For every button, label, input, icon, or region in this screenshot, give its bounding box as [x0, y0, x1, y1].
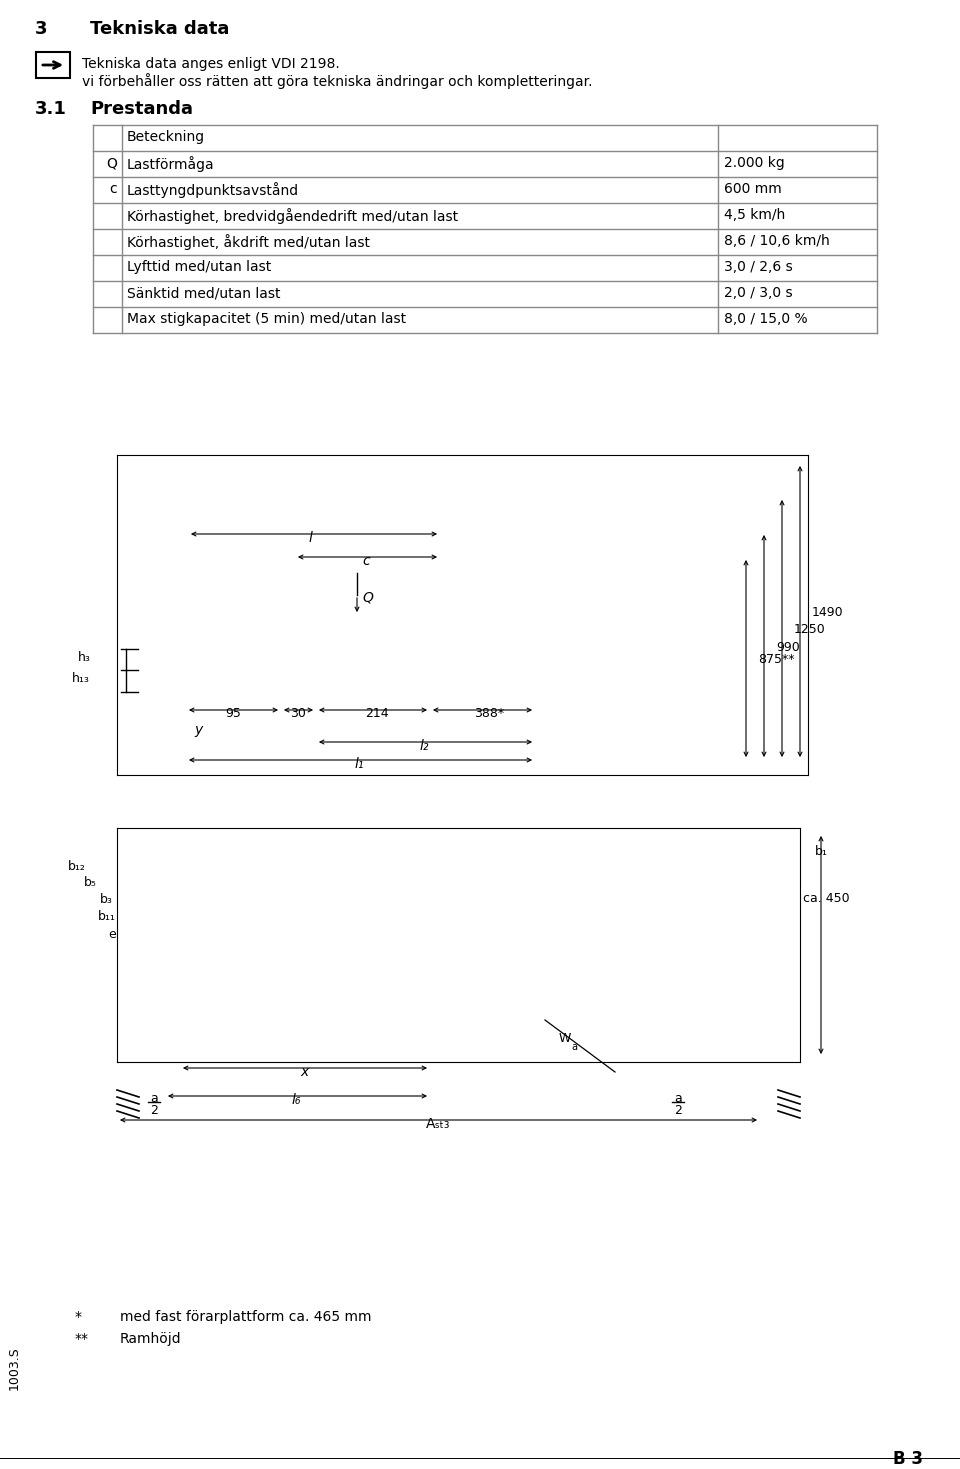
- Text: Q: Q: [362, 591, 372, 604]
- Text: 3,0 / 2,6 s: 3,0 / 2,6 s: [724, 260, 793, 275]
- Text: b₁₁: b₁₁: [98, 909, 116, 923]
- Text: Tekniska data: Tekniska data: [90, 21, 229, 38]
- Text: Beteckning: Beteckning: [127, 129, 205, 144]
- Text: 30: 30: [290, 707, 306, 720]
- Text: b₁: b₁: [815, 845, 828, 858]
- Text: 1490: 1490: [812, 607, 844, 618]
- Text: h₁₃: h₁₃: [72, 671, 90, 685]
- Text: b₃: b₃: [100, 893, 113, 906]
- Text: 95: 95: [225, 707, 241, 720]
- Text: Aₛₜ₃: Aₛₜ₃: [426, 1116, 450, 1131]
- Text: 600 mm: 600 mm: [724, 182, 781, 195]
- Text: l₆: l₆: [292, 1093, 301, 1108]
- Text: x: x: [300, 1065, 308, 1080]
- Text: 8,6 / 10,6 km/h: 8,6 / 10,6 km/h: [724, 234, 829, 248]
- Bar: [36, 51, 70, 78]
- Text: Prestanda: Prestanda: [90, 100, 193, 118]
- Text: Körhastighet, bredvidgåendedrift med/utan last: Körhastighet, bredvidgåendedrift med/uta…: [127, 209, 458, 223]
- Text: 214: 214: [365, 707, 389, 720]
- Text: Max stigkapacitet (5 min) med/utan last: Max stigkapacitet (5 min) med/utan last: [127, 311, 406, 326]
- Text: h₃: h₃: [78, 651, 91, 664]
- Text: Sänktid med/utan last: Sänktid med/utan last: [127, 286, 280, 300]
- Text: ca. 450: ca. 450: [803, 892, 850, 905]
- Text: b₅: b₅: [84, 876, 97, 889]
- Text: a: a: [150, 1091, 157, 1105]
- Text: *: *: [75, 1310, 82, 1324]
- Text: 2.000 kg: 2.000 kg: [724, 156, 784, 170]
- Text: Lyfttid med/utan last: Lyfttid med/utan last: [127, 260, 272, 275]
- Text: Lasttyngdpunktsavstånd: Lasttyngdpunktsavstånd: [127, 182, 300, 198]
- Text: a: a: [674, 1091, 682, 1105]
- Text: 4,5 km/h: 4,5 km/h: [724, 209, 785, 222]
- Text: l₂: l₂: [420, 739, 429, 754]
- Text: l₁: l₁: [355, 757, 365, 771]
- Text: Ramhöjd: Ramhöjd: [120, 1332, 181, 1346]
- Text: 990: 990: [776, 640, 800, 654]
- Text: l: l: [309, 530, 313, 545]
- Text: e: e: [108, 928, 116, 942]
- Text: med fast förarplattform ca. 465 mm: med fast förarplattform ca. 465 mm: [120, 1310, 372, 1324]
- Text: **: **: [75, 1332, 89, 1346]
- Text: 1250: 1250: [794, 623, 826, 636]
- Text: b₁₂: b₁₂: [68, 859, 85, 873]
- Text: W: W: [559, 1033, 571, 1044]
- Text: Lastförmåga: Lastförmåga: [127, 156, 215, 172]
- Text: Q: Q: [107, 156, 117, 170]
- Text: Körhastighet, åkdrift med/utan last: Körhastighet, åkdrift med/utan last: [127, 234, 370, 250]
- Text: vi förbehåller oss rätten att göra tekniska ändringar och kompletteringar.: vi förbehåller oss rätten att göra tekni…: [82, 73, 592, 90]
- Text: y: y: [194, 723, 203, 737]
- Text: 3: 3: [35, 21, 47, 38]
- Text: a: a: [571, 1042, 577, 1052]
- Text: c: c: [109, 182, 117, 195]
- Text: 3.1: 3.1: [35, 100, 67, 118]
- Text: 2,0 / 3,0 s: 2,0 / 3,0 s: [724, 286, 793, 300]
- Text: 8,0 / 15,0 %: 8,0 / 15,0 %: [724, 311, 807, 326]
- Text: 2: 2: [674, 1105, 682, 1116]
- Text: 875**: 875**: [758, 654, 795, 665]
- Text: B 3: B 3: [893, 1450, 923, 1468]
- Text: 2: 2: [150, 1105, 157, 1116]
- Text: Tekniska data anges enligt VDI 2198.: Tekniska data anges enligt VDI 2198.: [82, 57, 340, 71]
- Text: c: c: [362, 554, 370, 569]
- Text: 388*: 388*: [474, 707, 504, 720]
- Text: 1003.S: 1003.S: [8, 1346, 20, 1390]
